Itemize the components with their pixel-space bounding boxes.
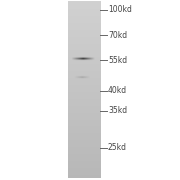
Text: 35kd: 35kd bbox=[108, 106, 127, 115]
Text: 100kd: 100kd bbox=[108, 5, 132, 14]
Text: 25kd: 25kd bbox=[108, 143, 127, 152]
Text: 70kd: 70kd bbox=[108, 31, 127, 40]
Text: 55kd: 55kd bbox=[108, 56, 127, 65]
Text: 40kd: 40kd bbox=[108, 86, 127, 95]
